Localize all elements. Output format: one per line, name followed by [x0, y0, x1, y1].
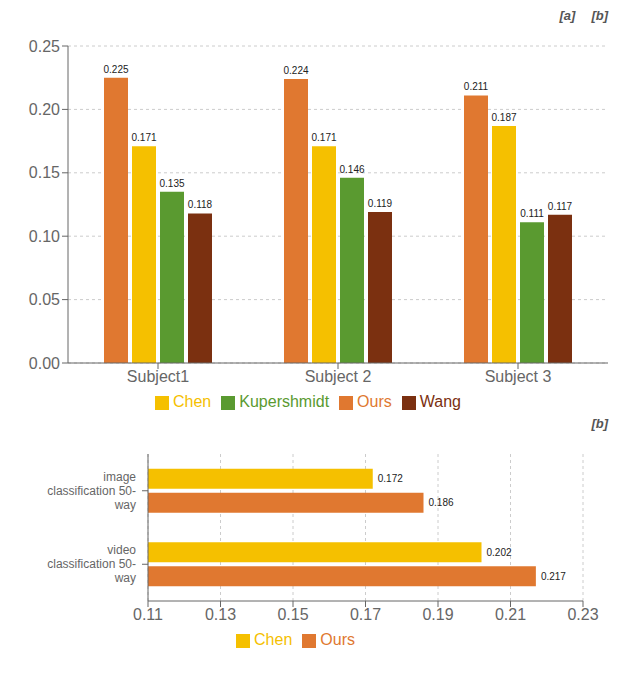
svg-text:0.25: 0.25	[29, 38, 60, 55]
svg-text:0.171: 0.171	[131, 132, 156, 143]
svg-text:0.171: 0.171	[311, 132, 336, 143]
html-text:Ours: Ours	[320, 631, 355, 648]
svg-text:0.172: 0.172	[378, 473, 403, 484]
svg-text:Subject 3: Subject 3	[485, 368, 552, 385]
svg-text:0.224: 0.224	[283, 65, 308, 76]
svg-text:0.217: 0.217	[541, 571, 566, 582]
svg-text:0.135: 0.135	[159, 178, 184, 189]
svg-text:0.20: 0.20	[29, 101, 60, 118]
html-text:[b]: [b]	[591, 416, 608, 431]
svg-text:imageclassification 50-way: imageclassification 50-way	[47, 470, 136, 512]
svg-text:0.186: 0.186	[429, 497, 454, 508]
svg-text:0.117: 0.117	[548, 201, 573, 212]
svg-text:0.118: 0.118	[188, 199, 213, 210]
svg-text:0.15: 0.15	[29, 164, 60, 181]
svg-text:0.00: 0.00	[29, 355, 60, 372]
html-text:Wang: Wang	[419, 393, 461, 410]
html-text:Chen: Chen	[173, 393, 212, 410]
svg-text:Subject1: Subject1	[127, 368, 189, 385]
html-text:Ours: Ours	[357, 393, 392, 410]
svg-text:0.17: 0.17	[350, 606, 381, 623]
svg-text:0.187: 0.187	[491, 112, 516, 123]
html-text:Chen: Chen	[254, 631, 293, 648]
svg-text:0.211: 0.211	[464, 81, 489, 92]
svg-text:0.146: 0.146	[339, 164, 364, 175]
svg-text:0.119: 0.119	[368, 198, 393, 209]
svg-text:0.111: 0.111	[520, 208, 544, 219]
svg-text:0.202: 0.202	[487, 547, 512, 558]
svg-text:0.23: 0.23	[567, 606, 598, 623]
html-text:Kupershmidt: Kupershmidt	[239, 393, 330, 410]
svg-text:0.10: 0.10	[29, 228, 60, 245]
svg-text:Subject 2: Subject 2	[305, 368, 372, 385]
svg-text:0.11: 0.11	[133, 606, 163, 623]
svg-text:0.225: 0.225	[103, 64, 128, 75]
svg-text:videoclassification 50-way: videoclassification 50-way	[47, 543, 136, 585]
svg-text:0.13: 0.13	[205, 606, 236, 623]
svg-text:0.21: 0.21	[495, 606, 526, 623]
svg-text:0.05: 0.05	[29, 291, 60, 308]
svg-text:0.15: 0.15	[277, 606, 308, 623]
html-text:[a]: [a]	[559, 8, 576, 23]
html-text:[b]: [b]	[591, 8, 608, 23]
svg-text:0.19: 0.19	[422, 606, 453, 623]
